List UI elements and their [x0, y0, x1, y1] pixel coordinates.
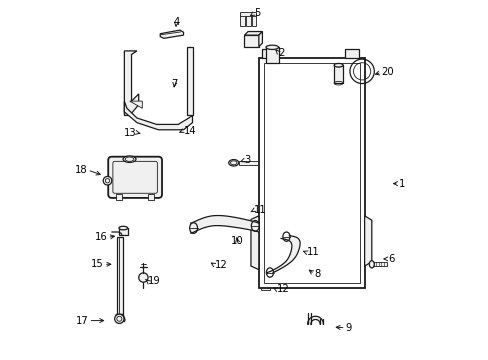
Polygon shape	[116, 315, 125, 321]
Text: 13: 13	[124, 128, 137, 138]
Text: 9: 9	[345, 323, 351, 333]
Ellipse shape	[123, 156, 136, 162]
Ellipse shape	[228, 159, 238, 166]
Text: 16: 16	[95, 232, 107, 242]
Polygon shape	[250, 216, 258, 270]
Polygon shape	[117, 237, 123, 315]
Text: 11: 11	[306, 247, 319, 257]
Text: 6: 6	[387, 254, 393, 264]
Text: 14: 14	[183, 126, 196, 135]
Polygon shape	[124, 101, 192, 130]
Polygon shape	[371, 262, 386, 266]
Text: 8: 8	[314, 269, 320, 279]
Polygon shape	[307, 316, 323, 324]
Circle shape	[103, 176, 112, 185]
Polygon shape	[266, 235, 300, 273]
Text: 3: 3	[244, 155, 250, 165]
Text: 11: 11	[253, 206, 265, 216]
Text: 20: 20	[381, 67, 393, 77]
Polygon shape	[148, 194, 154, 200]
Text: 7: 7	[171, 79, 178, 89]
Polygon shape	[260, 288, 269, 291]
Polygon shape	[333, 65, 343, 83]
Polygon shape	[258, 32, 262, 46]
Polygon shape	[190, 216, 258, 233]
Text: 19: 19	[147, 276, 160, 286]
Ellipse shape	[119, 226, 127, 230]
Text: 15: 15	[91, 259, 104, 269]
Text: 12: 12	[276, 284, 289, 294]
Polygon shape	[245, 13, 250, 26]
Polygon shape	[187, 47, 192, 116]
Polygon shape	[344, 49, 359, 58]
Polygon shape	[244, 32, 262, 35]
Ellipse shape	[333, 63, 343, 67]
Ellipse shape	[265, 45, 278, 49]
Polygon shape	[240, 12, 255, 16]
Polygon shape	[238, 161, 258, 165]
Circle shape	[139, 273, 148, 282]
Text: 4: 4	[173, 17, 179, 27]
Polygon shape	[160, 30, 183, 39]
Polygon shape	[262, 49, 274, 58]
Text: 2: 2	[278, 48, 285, 58]
Text: 18: 18	[75, 165, 87, 175]
Polygon shape	[251, 13, 256, 26]
Polygon shape	[240, 13, 244, 26]
Polygon shape	[265, 47, 278, 63]
FancyBboxPatch shape	[108, 157, 162, 198]
Polygon shape	[129, 101, 142, 108]
Text: 12: 12	[215, 260, 227, 270]
Text: 5: 5	[254, 8, 260, 18]
Text: 17: 17	[76, 316, 88, 325]
Text: 1: 1	[398, 179, 404, 189]
Ellipse shape	[368, 261, 373, 268]
Polygon shape	[119, 228, 127, 234]
Circle shape	[115, 314, 124, 323]
Polygon shape	[244, 35, 258, 46]
Polygon shape	[124, 51, 139, 116]
Text: 10: 10	[230, 236, 243, 246]
Polygon shape	[364, 216, 371, 266]
Polygon shape	[116, 194, 122, 200]
Polygon shape	[258, 58, 364, 288]
